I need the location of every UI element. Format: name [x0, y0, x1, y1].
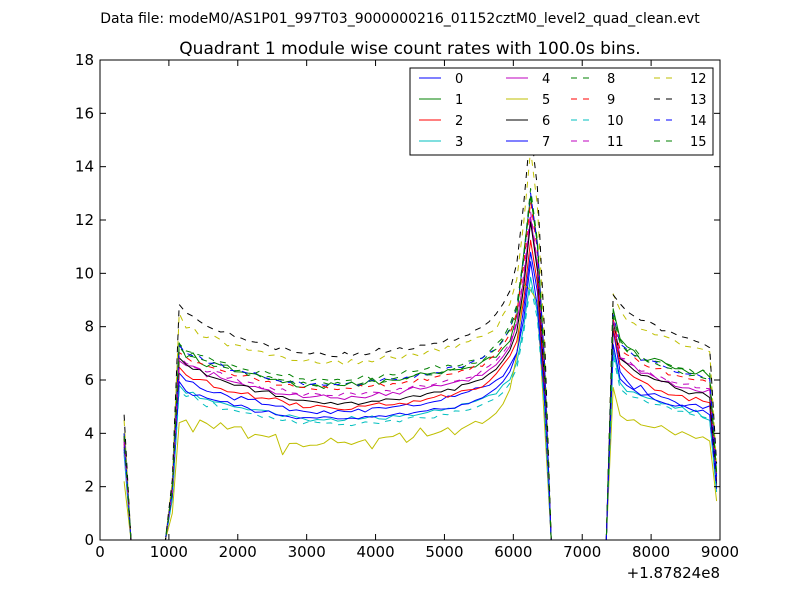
legend-entry-7: 7: [506, 135, 550, 150]
y-tick-label: 6: [84, 371, 94, 389]
y-tick-label: 12: [75, 211, 94, 229]
legend-entry-12: 12: [654, 72, 707, 87]
legend-label-13: 13: [690, 93, 707, 108]
ticks-layer: 0 1000 2000 3000 4000 5000 6000 7000 8000 9000 0 2 4…: [75, 51, 739, 561]
plot-frame: [99, 59, 721, 541]
series-line-8-part-2: [599, 310, 718, 541]
series-line-13-part-2: [599, 294, 718, 541]
legend-label-14: 14: [690, 114, 707, 129]
series-line-9-part-2: [599, 318, 718, 541]
y-tick-label: 16: [75, 104, 94, 122]
series-line-4-part-1: [123, 216, 552, 541]
x-tick-label: 1000: [150, 543, 188, 561]
series-line-8-part-1: [123, 188, 552, 541]
legend-box: [409, 67, 714, 156]
legend-label-7: 7: [542, 135, 550, 150]
y-tick-label: 2: [84, 478, 94, 496]
x-tick-label: 6000: [494, 543, 532, 561]
series-line-3-part-1: [123, 276, 552, 541]
series-line-6-part-1: [123, 221, 552, 541]
x-tick-label: 4000: [356, 543, 394, 561]
legend-entry-8: 8: [571, 72, 615, 87]
legend-entry-15: 15: [654, 135, 707, 150]
series-line-5-part-1: [123, 284, 552, 541]
x-tick-label: 2000: [219, 543, 257, 561]
series-line-12-part-2: [599, 293, 718, 541]
series-line-15-part-2: [599, 316, 718, 541]
legend-entry-14: 14: [654, 114, 707, 129]
legend-label-2: 2: [455, 114, 463, 129]
y-tick-label: 8: [84, 318, 94, 336]
legend-entry-2: 2: [419, 114, 463, 129]
series-line-1-part-1: [123, 195, 552, 541]
legend-entry-13: 13: [654, 93, 707, 108]
y-tick-label: 4: [84, 424, 94, 442]
legend-label-10: 10: [607, 114, 624, 129]
legend-label-9: 9: [607, 93, 615, 108]
legend-entry-6: 6: [506, 114, 550, 129]
legend-label-6: 6: [542, 114, 550, 129]
series-line-2-part-1: [123, 239, 552, 541]
legend-label-0: 0: [455, 72, 463, 87]
chart-title: Quadrant 1 module wise count rates with …: [179, 39, 640, 59]
series-line-7-part-1: [123, 261, 552, 541]
series-line-15-part-1: [123, 194, 552, 541]
legend-entry-5: 5: [506, 93, 550, 108]
legend-entry-4: 4: [506, 72, 550, 87]
legend-label-15: 15: [690, 135, 707, 150]
x-tick-label: 3000: [288, 543, 326, 561]
series-line-10-part-2: [599, 355, 718, 541]
series-line-0-part-2: [599, 329, 718, 541]
legend-label-4: 4: [542, 72, 550, 87]
series-line-14-part-1: [123, 192, 552, 541]
series-line-6-part-2: [599, 319, 718, 541]
legend-entry-3: 3: [419, 135, 463, 150]
legend-entry-0: 0: [419, 72, 463, 87]
legend-entry-9: 9: [571, 93, 615, 108]
x-tick-label: 9000: [701, 543, 739, 561]
y-tick-label: 18: [75, 51, 94, 69]
legend-label-8: 8: [607, 72, 615, 87]
legend-label-12: 12: [690, 72, 707, 87]
x-tick-label: 0: [95, 543, 105, 561]
series-line-12-part-1: [123, 149, 552, 541]
series-line-9-part-1: [123, 201, 552, 541]
series-line-10-part-1: [123, 284, 552, 541]
y-tick-label: 0: [84, 531, 94, 549]
legend-label-3: 3: [455, 135, 463, 150]
series-line-1-part-2: [599, 308, 718, 541]
legend-label-11: 11: [607, 135, 624, 150]
series-layer: [123, 127, 718, 541]
legend-label-5: 5: [542, 93, 550, 108]
y-tick-label: 10: [75, 264, 94, 282]
series-line-5-part-2: [599, 387, 718, 541]
legend-entry-1: 1: [419, 93, 463, 108]
series-line-11-part-2: [599, 319, 718, 541]
x-tick-label: 7000: [563, 543, 601, 561]
y-tick-label: 14: [75, 158, 94, 176]
x-tick-label: 5000: [425, 543, 463, 561]
x-tick-label: 8000: [632, 543, 670, 561]
x-offset-label: +1.87824e8: [627, 564, 720, 582]
legend-entry-11: 11: [571, 135, 624, 150]
legend-entry-10: 10: [571, 114, 624, 129]
series-line-11-part-1: [123, 211, 552, 541]
series-line-7-part-2: [599, 344, 718, 541]
chart-suptitle: Data file: modeM0/AS1P01_997T03_90000002…: [100, 11, 700, 27]
legend-label-1: 1: [455, 93, 463, 108]
series-line-2-part-2: [599, 326, 718, 541]
series-line-13-part-1: [123, 127, 552, 541]
